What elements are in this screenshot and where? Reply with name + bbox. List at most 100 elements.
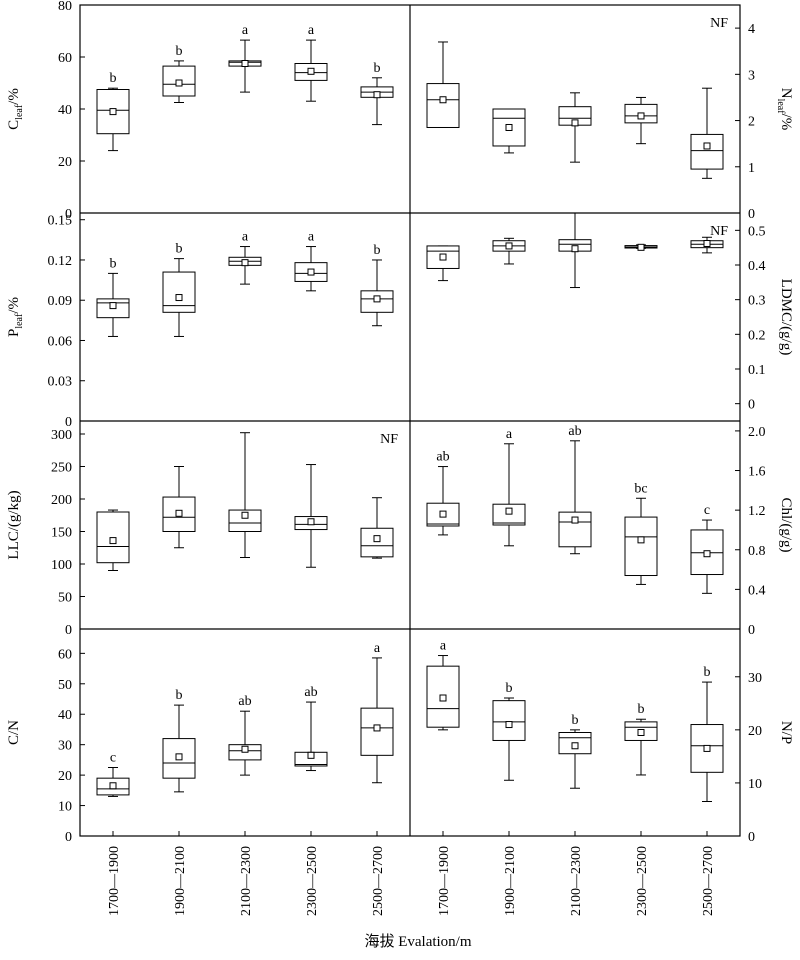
y-tick-label: 30 (748, 671, 762, 686)
mean-marker (571, 742, 579, 750)
mean-marker (373, 535, 381, 543)
y-tick-label: 250 (51, 461, 72, 476)
mean-marker (373, 295, 381, 303)
y-tick-label: 100 (51, 558, 72, 573)
significance-letter: b (704, 665, 711, 680)
y-tick-label: 30 (58, 739, 72, 754)
mean-marker (373, 724, 381, 732)
significance-letter: b (176, 242, 183, 257)
significance-letter: bc (634, 481, 647, 496)
mean-marker (571, 516, 579, 524)
y-tick-label: 0 (748, 623, 755, 638)
mean-marker (307, 67, 315, 75)
x-tick-label: 2300—2500 (635, 846, 650, 916)
significance-letter: c (704, 503, 710, 518)
mean-marker (637, 729, 645, 736)
mean-marker (307, 268, 315, 276)
y-axis-title: LLC/(g/kg) (6, 490, 22, 559)
significance-letter: ab (568, 424, 581, 439)
y-tick-label: 0.2 (748, 328, 766, 343)
y-tick-label: 2.0 (748, 425, 766, 440)
x-tick-label: 1900—2100 (173, 846, 188, 916)
y-axis-title: Nleaf/% (775, 88, 794, 131)
y-tick-label: 0.3 (748, 294, 766, 309)
significance-letter: a (308, 230, 315, 245)
mean-marker (175, 753, 183, 761)
y-tick-label: 40 (58, 708, 72, 723)
significance-letter: a (308, 23, 315, 38)
y-tick-label: 2 (748, 115, 755, 130)
y-tick-label: 1.2 (748, 504, 766, 519)
y-tick-label: 0.12 (48, 254, 73, 269)
y-axis-title: Chl/(g/g) (778, 498, 794, 553)
y-tick-label: 40 (58, 103, 72, 118)
mean-marker (175, 79, 183, 87)
x-tick-label: 1700—1900 (107, 846, 122, 916)
mean-marker (505, 123, 513, 131)
y-tick-label: 20 (58, 769, 72, 784)
mean-marker (703, 142, 711, 150)
y-tick-label: 0 (748, 207, 755, 222)
y-tick-label: 1.6 (748, 465, 766, 480)
y-tick-label: 10 (748, 777, 762, 792)
box (360, 707, 394, 756)
significance-letter: b (110, 71, 117, 86)
significance-letter: b (374, 61, 381, 76)
mean-marker (241, 259, 249, 267)
y-tick-label: 0 (65, 207, 72, 222)
mean-marker (175, 509, 183, 517)
box (492, 700, 526, 741)
mean-marker (373, 91, 381, 99)
mean-marker (703, 550, 711, 558)
y-tick-label: 0.03 (48, 375, 73, 390)
significance-letter: b (374, 243, 381, 258)
x-tick-label: 2100—2300 (569, 846, 584, 916)
y-tick-label: 0 (65, 830, 72, 845)
significance-letter: a (242, 230, 249, 245)
y-axis-title: LDMC/(g/g) (778, 279, 794, 356)
y-tick-label: 0.15 (48, 214, 73, 229)
mean-marker (307, 518, 315, 526)
significance-annotation: NF (710, 16, 728, 31)
significance-letter: a (374, 641, 381, 656)
y-tick-label: 200 (51, 493, 72, 508)
y-tick-label: 60 (58, 647, 72, 662)
mean-marker (505, 721, 513, 729)
mean-marker (307, 751, 315, 759)
x-tick-label: 2500—2700 (701, 846, 716, 916)
significance-letter: b (506, 681, 513, 696)
mean-marker (175, 294, 183, 302)
significance-letter: ab (238, 694, 251, 709)
mean-marker (703, 240, 711, 248)
box (360, 527, 394, 558)
y-tick-label: 0.09 (48, 294, 73, 309)
y-tick-label: 80 (58, 0, 72, 14)
box (690, 133, 724, 170)
y-tick-label: 0.4 (748, 583, 766, 598)
x-tick-label: 1700—1900 (437, 846, 452, 916)
y-tick-label: 10 (58, 800, 72, 815)
x-tick-label: 2300—2500 (305, 846, 320, 916)
y-tick-label: 50 (58, 591, 72, 606)
y-axis-title: Pleaf/% (6, 297, 25, 337)
mean-marker (637, 112, 645, 120)
box (228, 509, 262, 532)
mean-marker (241, 60, 249, 67)
y-tick-label: 0.4 (748, 259, 766, 274)
mean-marker (637, 536, 645, 544)
y-tick-label: 300 (51, 428, 72, 443)
mean-marker (439, 96, 447, 104)
mean-marker (637, 243, 645, 251)
significance-letter: ab (304, 685, 317, 700)
y-tick-label: 4 (748, 22, 755, 37)
y-axis-title: Cleaf/% (6, 88, 25, 130)
significance-letter: b (176, 44, 183, 59)
y-axis-title: N/P (778, 721, 794, 744)
significance-annotation: NF (710, 224, 728, 239)
y-tick-label: 150 (51, 526, 72, 541)
mean-marker (571, 245, 579, 253)
y-tick-label: 20 (58, 155, 72, 170)
mean-marker (241, 745, 249, 753)
